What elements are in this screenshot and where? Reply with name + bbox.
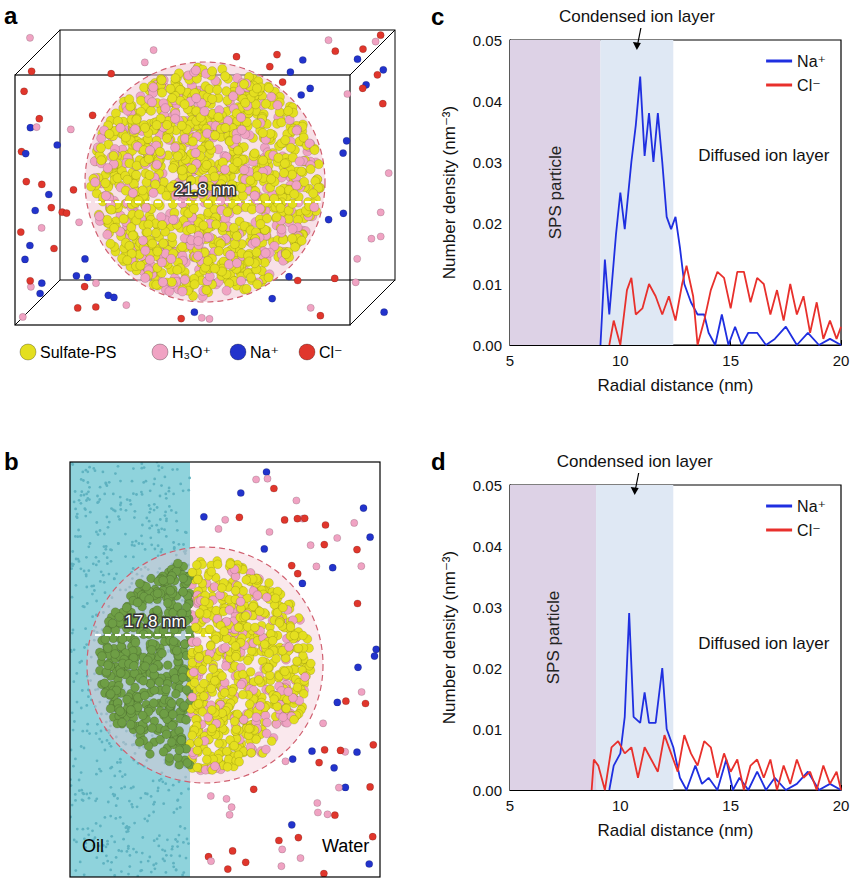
svg-text:H₃O⁺: H₃O⁺ [172, 344, 211, 361]
svg-text:Cl⁻: Cl⁻ [797, 522, 821, 539]
svg-text:Radial distance (nm): Radial distance (nm) [598, 376, 754, 395]
svg-text:20: 20 [833, 352, 850, 369]
svg-text:15: 15 [722, 352, 739, 369]
svg-text:5: 5 [506, 797, 514, 814]
svg-text:0.00: 0.00 [473, 782, 502, 799]
svg-text:Diffused ion layer: Diffused ion layer [698, 634, 829, 653]
svg-text:17.8 nm: 17.8 nm [124, 612, 185, 631]
svg-text:Sulfate-PS: Sulfate-PS [40, 344, 116, 361]
svg-text:10: 10 [612, 352, 629, 369]
svg-text:d: d [431, 448, 446, 475]
svg-text:SPS particle: SPS particle [546, 146, 565, 240]
svg-text:SPS particle: SPS particle [544, 591, 563, 685]
svg-text:0.02: 0.02 [473, 660, 502, 677]
svg-text:0.00: 0.00 [473, 337, 502, 354]
svg-text:Diffused ion layer: Diffused ion layer [698, 146, 829, 165]
svg-text:21.8 nm: 21.8 nm [174, 180, 235, 199]
svg-text:a: a [4, 2, 18, 29]
svg-text:Number density (nm⁻³): Number density (nm⁻³) [440, 106, 459, 279]
svg-text:5: 5 [506, 352, 514, 369]
svg-text:Na⁺: Na⁺ [797, 498, 826, 515]
svg-text:Oil: Oil [82, 836, 104, 856]
svg-text:0.01: 0.01 [473, 276, 502, 293]
svg-text:Na⁺: Na⁺ [250, 344, 279, 361]
svg-text:Condensed ion layer: Condensed ion layer [557, 452, 713, 471]
svg-text:Radial distance (nm): Radial distance (nm) [598, 821, 754, 840]
svg-text:15: 15 [722, 797, 739, 814]
svg-text:Cl⁻: Cl⁻ [319, 344, 343, 361]
svg-text:20: 20 [833, 797, 850, 814]
svg-text:c: c [431, 3, 444, 30]
svg-text:0.03: 0.03 [473, 599, 502, 616]
svg-text:Number density (nm⁻³): Number density (nm⁻³) [440, 551, 459, 724]
svg-text:Water: Water [322, 836, 369, 856]
svg-text:0.01: 0.01 [473, 721, 502, 738]
svg-text:10: 10 [612, 797, 629, 814]
svg-text:0.04: 0.04 [473, 538, 502, 555]
svg-text:0.04: 0.04 [473, 93, 502, 110]
svg-text:0.05: 0.05 [473, 477, 502, 494]
svg-text:Na⁺: Na⁺ [797, 53, 826, 70]
svg-text:0.05: 0.05 [473, 32, 502, 49]
svg-text:Cl⁻: Cl⁻ [797, 77, 821, 94]
svg-text:0.02: 0.02 [473, 215, 502, 232]
svg-text:0.03: 0.03 [473, 154, 502, 171]
svg-text:b: b [4, 448, 19, 475]
svg-text:Condensed ion layer: Condensed ion layer [559, 7, 715, 26]
